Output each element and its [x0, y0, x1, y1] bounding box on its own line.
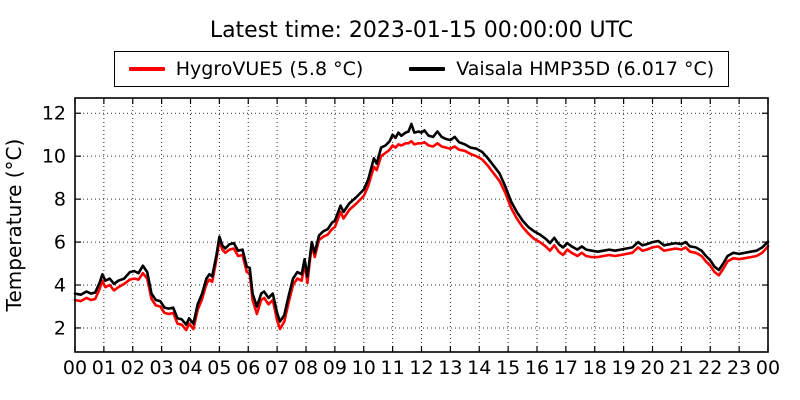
- legend-label-hmp35d: Vaisala HMP35D (6.017 °C): [456, 58, 715, 80]
- x-tick-label: 21: [669, 357, 693, 379]
- x-tick-label: 19: [612, 357, 636, 379]
- y-tick-label: 8: [54, 189, 66, 211]
- x-tick-label: 17: [554, 357, 578, 379]
- legend: HygroVUE5 (5.8 °C) Vaisala HMP35D (6.017…: [75, 51, 768, 87]
- legend-item-hygrovue5: HygroVUE5 (5.8 °C): [128, 58, 364, 80]
- grid: [74, 98, 769, 352]
- y-tick-label: 12: [42, 103, 66, 125]
- axes-spines: [74, 97, 769, 353]
- legend-line-red-icon: [128, 67, 165, 71]
- tick-marks: [74, 98, 769, 352]
- x-tick-label: 00: [756, 357, 780, 379]
- x-tick-label: 12: [409, 357, 433, 379]
- series-group: [73, 122, 770, 332]
- x-tick-label: 20: [640, 357, 664, 379]
- x-tick-label: 22: [698, 357, 722, 379]
- x-tick-label: 23: [727, 357, 751, 379]
- x-tick-label: 11: [381, 357, 405, 379]
- x-tick-label: 14: [467, 357, 491, 379]
- x-tick-label: 04: [178, 357, 202, 379]
- x-tick-label: 18: [583, 357, 607, 379]
- x-tick-label: 05: [207, 357, 231, 379]
- x-tick-label: 15: [496, 357, 520, 379]
- series-line-hygrovue5: [73, 139, 770, 332]
- x-tick-label: 16: [525, 357, 549, 379]
- x-tick-labels: 00 01 02 03 04 05 06 07 08 09 10 11 12 13 14 15 16 17 18 19…: [63, 357, 780, 379]
- x-tick-label: 02: [121, 357, 145, 379]
- y-tick-label: 6: [54, 232, 66, 254]
- x-tick-label: 13: [438, 357, 462, 379]
- y-tick-label: 2: [54, 317, 66, 339]
- legend-label-hygrovue5: HygroVUE5 (5.8 °C): [175, 58, 364, 80]
- x-tick-label: 03: [150, 357, 174, 379]
- y-tick-label: 10: [42, 146, 66, 168]
- x-tick-label: 06: [236, 357, 260, 379]
- x-tick-label: 00: [63, 357, 87, 379]
- x-tick-label: 01: [92, 357, 116, 379]
- legend-item-hmp35d: Vaisala HMP35D (6.017 °C): [409, 58, 714, 80]
- x-tick-label: 07: [265, 357, 289, 379]
- plot-border: [74, 97, 769, 353]
- y-tick-label: 4: [54, 275, 66, 297]
- chart-title: Latest time: 2023-01-15 00:00:00 UTC: [209, 18, 634, 43]
- y-axis-label: Temperature (°C): [2, 139, 26, 313]
- series-line-hmp35d: [73, 122, 770, 327]
- legend-box: HygroVUE5 (5.8 °C) Vaisala HMP35D (6.017…: [113, 51, 730, 87]
- x-tick-label: 09: [323, 357, 347, 379]
- x-tick-label: 10: [352, 357, 376, 379]
- legend-line-black-icon: [409, 67, 446, 71]
- x-tick-label: 08: [294, 357, 318, 379]
- y-tick-labels: 2 4 6 8 10 12: [42, 103, 66, 340]
